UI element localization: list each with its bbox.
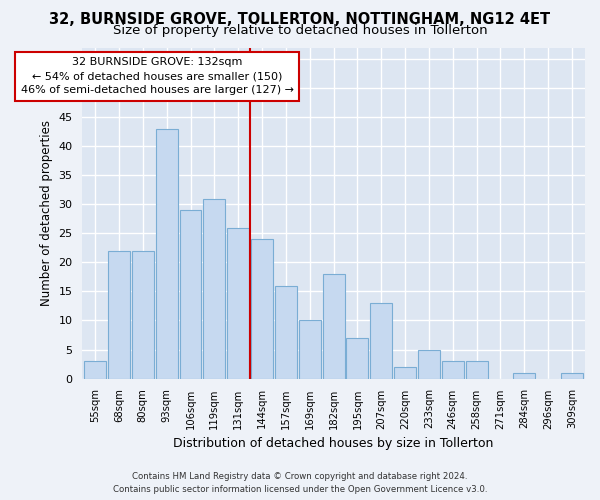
Bar	[227, 228, 249, 378]
Bar	[370, 303, 392, 378]
Bar	[299, 320, 320, 378]
Bar	[251, 239, 273, 378]
Y-axis label: Number of detached properties: Number of detached properties	[40, 120, 53, 306]
Bar	[346, 338, 368, 378]
Bar	[275, 286, 297, 378]
Bar	[442, 361, 464, 378]
X-axis label: Distribution of detached houses by size in Tollerton: Distribution of detached houses by size …	[173, 437, 494, 450]
Text: Size of property relative to detached houses in Tollerton: Size of property relative to detached ho…	[113, 24, 487, 37]
Bar	[203, 198, 226, 378]
Text: 32, BURNSIDE GROVE, TOLLERTON, NOTTINGHAM, NG12 4ET: 32, BURNSIDE GROVE, TOLLERTON, NOTTINGHA…	[49, 12, 551, 28]
Bar	[132, 251, 154, 378]
Bar	[513, 373, 535, 378]
Bar	[466, 361, 488, 378]
Bar	[561, 373, 583, 378]
Bar	[394, 367, 416, 378]
Bar	[108, 251, 130, 378]
Text: 32 BURNSIDE GROVE: 132sqm
← 54% of detached houses are smaller (150)
46% of semi: 32 BURNSIDE GROVE: 132sqm ← 54% of detac…	[20, 58, 293, 96]
Bar	[323, 274, 344, 378]
Text: Contains HM Land Registry data © Crown copyright and database right 2024.
Contai: Contains HM Land Registry data © Crown c…	[113, 472, 487, 494]
Bar	[84, 361, 106, 378]
Bar	[418, 350, 440, 378]
Bar	[156, 129, 178, 378]
Bar	[179, 210, 202, 378]
